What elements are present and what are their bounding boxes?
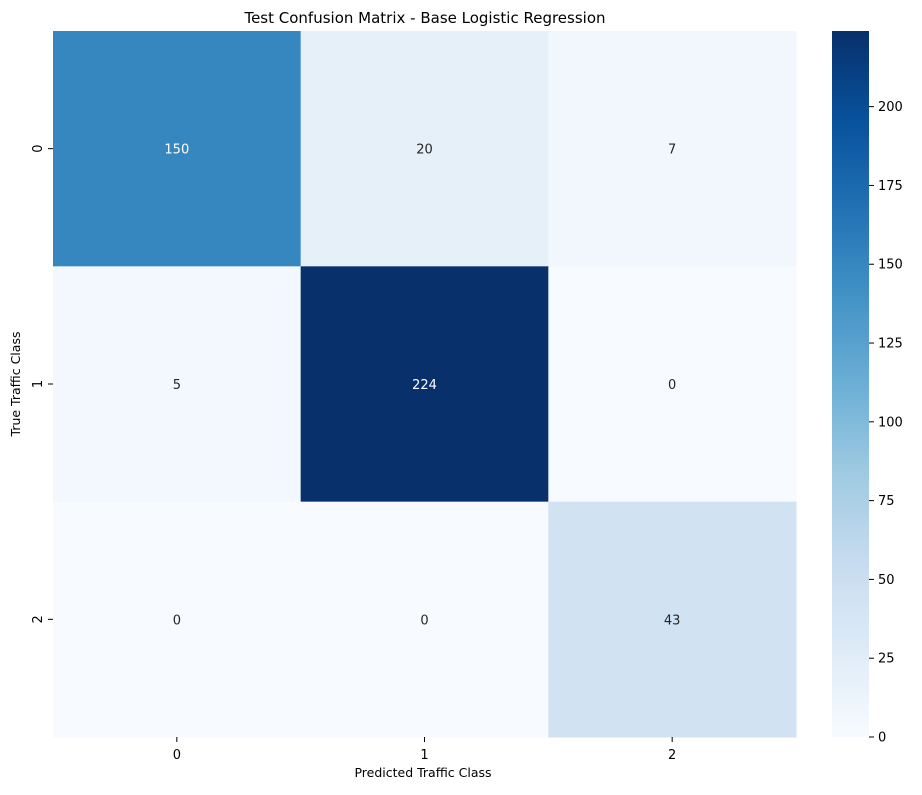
- heatmap-cell-r2-c1: [300, 501, 549, 738]
- heatmap-cell-r2-c2: [548, 501, 797, 738]
- cell-value-label: 0: [173, 613, 181, 628]
- colorbar-tick-label: 200: [878, 100, 903, 115]
- y-tick-label: 0: [31, 145, 46, 153]
- cell-value-label: 7: [668, 143, 676, 158]
- heatmap-cell-labels: 150 20 7 5 224 0 0 0 43: [164, 143, 680, 629]
- colorbar-tick-label: 50: [878, 573, 895, 588]
- colorbar-ticks: 0 25 50 75 100 125 150 175 200: [869, 100, 903, 746]
- y-axis-ticks: 0 1 2: [31, 145, 53, 623]
- cell-value-label: 5: [173, 378, 181, 393]
- y-tick-label: 1: [31, 380, 46, 388]
- colorbar-tick-label: 150: [878, 258, 903, 273]
- y-tick-label: 2: [31, 615, 46, 623]
- x-tick-label: 0: [173, 748, 181, 763]
- heatmap-cell-r0-c0: [53, 31, 302, 267]
- cell-value-label: 20: [416, 143, 433, 158]
- colorbar-tick-label: 0: [878, 731, 886, 746]
- cell-value-label: 150: [164, 143, 189, 158]
- heatmap-cell-r1-c2: [548, 266, 797, 503]
- cell-value-label: 0: [420, 613, 428, 628]
- colorbar: [832, 31, 869, 737]
- chart-title: Test Confusion Matrix - Base Logistic Re…: [243, 9, 605, 27]
- colorbar-tick-label: 175: [878, 179, 903, 194]
- heatmap-cells: [53, 31, 797, 738]
- colorbar-tick-label: 25: [878, 652, 895, 667]
- heatmap-cell-r0-c1: [300, 31, 549, 267]
- colorbar-tick-label: 75: [878, 494, 895, 509]
- cell-value-label: 0: [668, 378, 676, 393]
- x-tick-label: 2: [668, 748, 676, 763]
- x-axis-label: Predicted Traffic Class: [354, 765, 491, 780]
- heatmap-cell-r0-c2: [548, 31, 797, 267]
- y-axis-label: True Traffic Class: [8, 332, 23, 438]
- x-tick-label: 1: [420, 748, 428, 763]
- colorbar-tick-label: 100: [878, 415, 903, 430]
- heatmap-cell-r1-c0: [53, 266, 302, 503]
- cell-value-label: 224: [412, 378, 437, 393]
- cell-value-label: 43: [664, 613, 681, 628]
- heatmap-cell-r1-c1: [300, 266, 549, 503]
- heatmap-cell-r2-c0: [53, 501, 302, 738]
- colorbar-tick-label: 125: [878, 337, 903, 352]
- x-axis-ticks: 0 1 2: [173, 737, 676, 763]
